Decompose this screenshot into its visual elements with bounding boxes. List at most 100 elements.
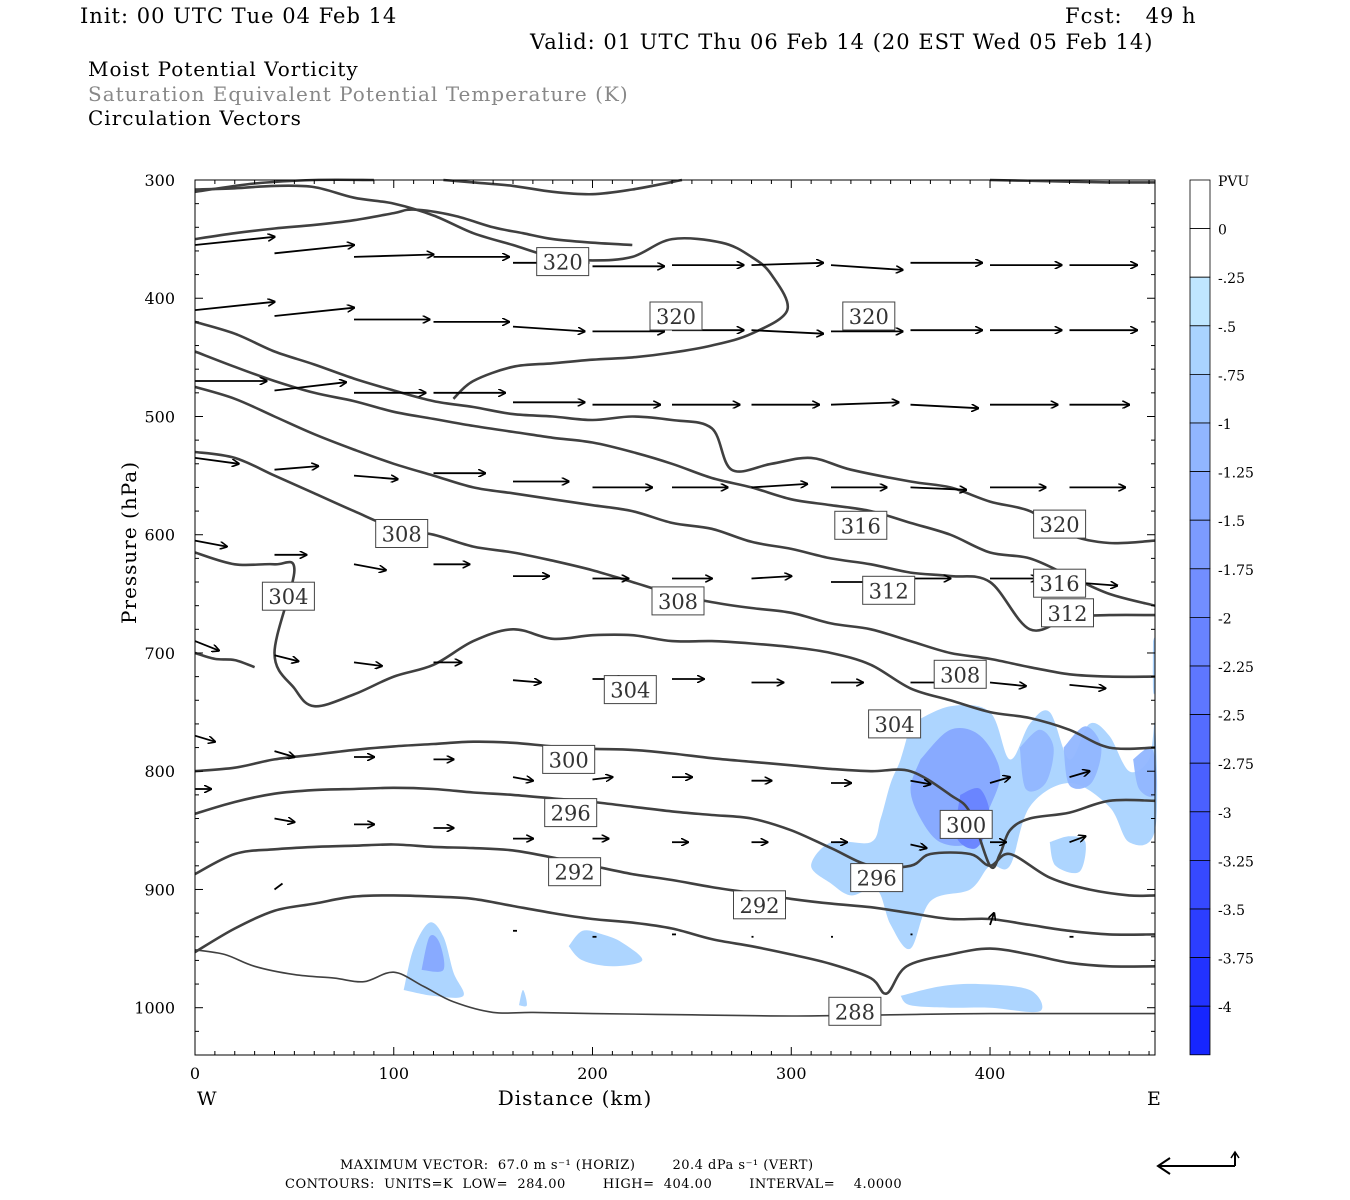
contour-label-308: 308 [651, 586, 705, 616]
colorbar-bin [1189, 568, 1211, 618]
colorbar-bin [1189, 422, 1211, 472]
contour-label-316: 316 [1033, 568, 1087, 598]
west-label: W [197, 1088, 217, 1110]
colorbar-label: -1.5 [1218, 514, 1245, 530]
x-tick-label: 300 [776, 1064, 807, 1083]
contour-label-box [834, 510, 888, 540]
colorbar-label: -1.75 [1218, 563, 1254, 579]
contour-label-box [261, 581, 315, 611]
circulation-vector [990, 913, 994, 926]
circulation-vector [830, 264, 903, 270]
contour-label-text: 304 [610, 679, 650, 703]
contour-label-text: 296 [857, 867, 897, 891]
colorbar-bin [1189, 762, 1211, 813]
contour-324 [443, 178, 683, 196]
colorbar-bin [1189, 373, 1211, 424]
colorbar-label: -2 [1218, 611, 1232, 627]
contour-label-304: 304 [868, 709, 922, 739]
circulation-vector [274, 245, 355, 255]
contour-label-box [544, 798, 598, 828]
pv-colorbar: PVU 0 -.25 -.5 -.75 -1 -1.25 -1.5 -1.75 -2 -2.25 -2… [1189, 174, 1254, 1056]
plot-frame [194, 179, 1156, 1056]
field-title-vectors: Circulation Vectors [88, 106, 302, 130]
y-tick-label: 500 [144, 407, 175, 426]
circulation-vector [273, 882, 284, 891]
contour-label-box [1033, 568, 1087, 598]
contour-label-300: 300 [939, 809, 993, 839]
colorbar-label: -3 [1218, 806, 1232, 822]
colorbar-label: -4 [1218, 1000, 1232, 1016]
contour-label-box [548, 857, 602, 887]
contour-label-320: 320 [1033, 509, 1087, 539]
contour-label-296: 296 [850, 863, 904, 893]
pv-region [421, 934, 445, 972]
contour-312 [194, 385, 1156, 632]
contour-label-box [542, 744, 596, 774]
contour-label-320: 320 [536, 247, 590, 277]
circulation-vector [194, 734, 215, 742]
contour-label-text: 288 [835, 1000, 875, 1024]
colorbar-bin [1189, 276, 1211, 327]
circulation-vector [194, 302, 275, 311]
x-tick-label: 200 [577, 1064, 608, 1083]
init-time: Init: 00 UTC Tue 04 Feb 14 [80, 4, 398, 28]
y-tick-label: 300 [144, 171, 175, 190]
contour-label-292: 292 [548, 857, 602, 887]
colorbar-label: -2.5 [1218, 709, 1245, 725]
contour-label-box [828, 996, 882, 1026]
circulation-vector [910, 845, 927, 849]
colorbar-bin [1189, 811, 1211, 861]
contour-288 [194, 949, 1156, 1017]
pv-region [1049, 836, 1086, 874]
contour-label-text: 308 [382, 523, 422, 547]
circulation-vector [274, 750, 295, 757]
contour-label-296: 296 [544, 798, 598, 828]
contour-label-text: 296 [551, 802, 591, 826]
contour-label-box [651, 586, 705, 616]
circulation-vector [989, 777, 1010, 784]
circulation-vector [194, 457, 239, 464]
colorbar-bin [1189, 908, 1211, 958]
circulation-vector [274, 382, 347, 392]
contour-label-304: 304 [261, 581, 315, 611]
contour-label-box [649, 301, 703, 331]
y-tick-label: 900 [144, 880, 175, 899]
contour-label-text: 316 [1040, 572, 1080, 596]
contour-label-312: 312 [862, 575, 916, 605]
colorbar-bin [1189, 519, 1211, 570]
circulation-vector [353, 476, 398, 480]
circulation-vector [910, 487, 967, 489]
max-vector-footer: MAXIMUM VECTOR: 67.0 m s⁻¹ (HORIZ) 20.4 … [340, 1158, 814, 1173]
colorbar-label: -.25 [1218, 271, 1245, 287]
contour-296 [194, 786, 1156, 898]
contour-label-box [536, 247, 590, 277]
contour-label-308: 308 [933, 659, 987, 689]
circulation-vector [194, 640, 219, 651]
reference-vector-icon [1156, 1150, 1240, 1175]
y-tick-label: 800 [144, 762, 175, 781]
contour-324 [989, 178, 1156, 184]
forecast-hour: Fcst: 49 h [1065, 4, 1197, 28]
contour-label-text: 320 [849, 305, 889, 329]
contour-label-text: 292 [739, 894, 779, 918]
circulation-vector [512, 680, 541, 682]
circulation-vector [274, 819, 295, 823]
contour-label-text: 300 [549, 748, 589, 772]
contour-label-text: 304 [268, 585, 308, 609]
circulation-vector [751, 263, 824, 265]
contour-308 [194, 450, 1156, 679]
circulation-vector [194, 539, 227, 547]
contour-label-text: 320 [543, 251, 583, 275]
circulation-vector [353, 662, 382, 666]
contour-label-text: 320 [1040, 513, 1080, 537]
contour-label-box [733, 890, 786, 920]
contour-316 [194, 350, 1156, 607]
x-tick-label: 0 [190, 1064, 200, 1083]
contour-292 [194, 894, 1156, 995]
contour-label-box [1033, 509, 1087, 539]
circulation-vector [751, 484, 808, 488]
contour-label-312: 312 [1041, 598, 1094, 628]
contour-label-box [939, 809, 993, 839]
contour-304 [194, 551, 1156, 751]
field-title-theta-es: Saturation Equivalent Potential Temperat… [88, 82, 629, 106]
